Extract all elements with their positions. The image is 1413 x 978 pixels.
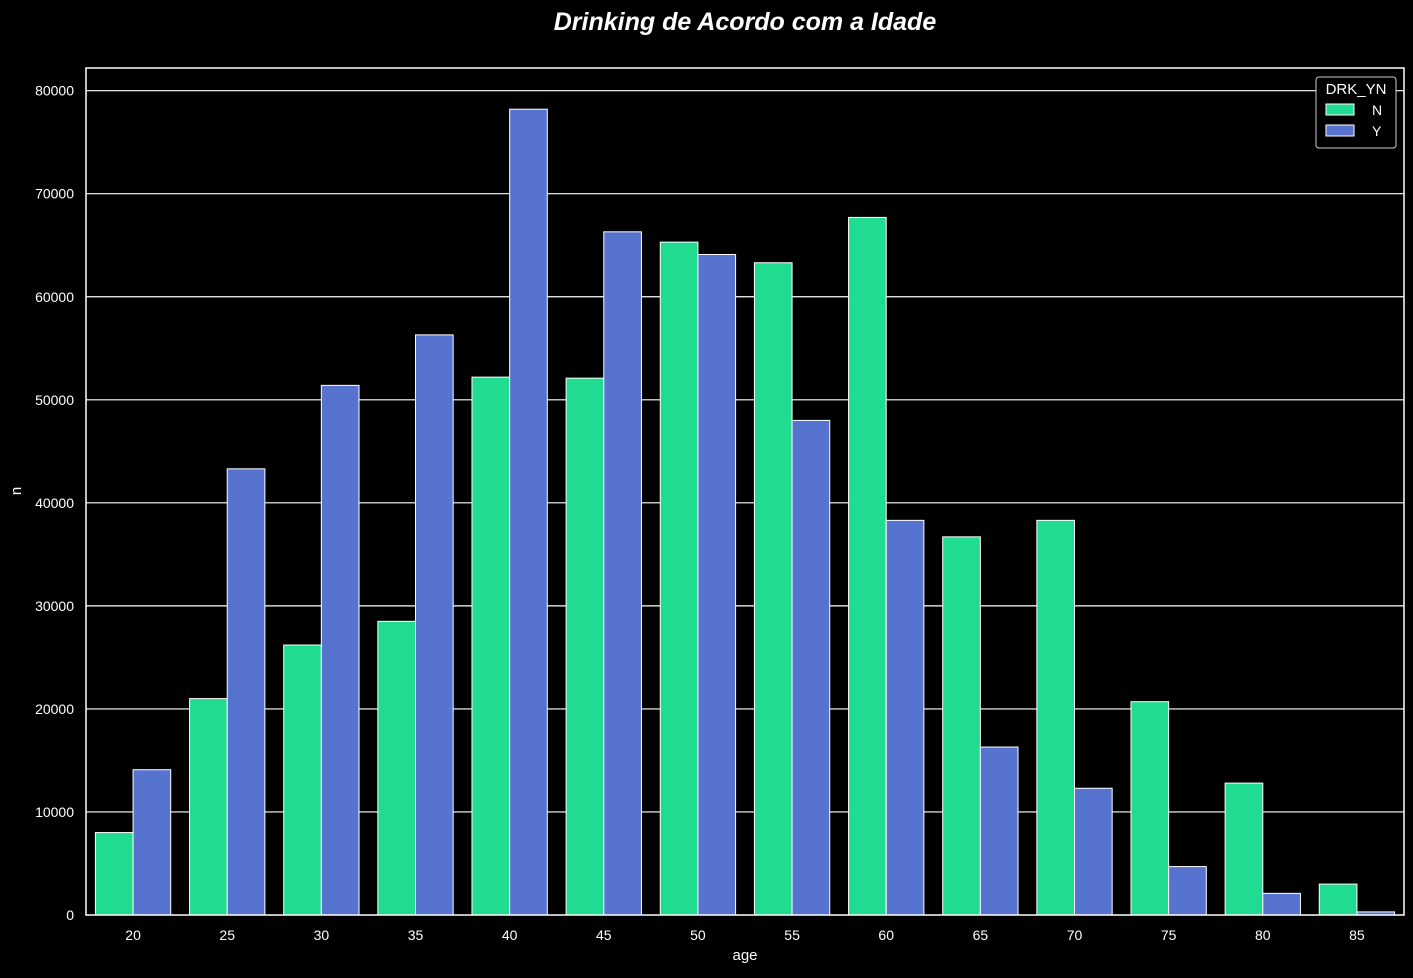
bar-y-70: [1074, 787, 1113, 916]
y-tick-label: 50000: [35, 392, 74, 408]
bar-y-25: [226, 468, 266, 916]
bar-y-20: [132, 769, 172, 916]
legend-title: DRK_YN: [1326, 81, 1387, 98]
y-tick-label: 70000: [35, 186, 74, 202]
plot-frame: [85, 67, 1405, 916]
bar-y-60: [885, 519, 925, 916]
bar-n-50: [659, 241, 699, 916]
bar-y-45: [603, 231, 642, 916]
bar-n-85: [1318, 883, 1358, 916]
bar-y-30: [320, 384, 360, 916]
legend: DRK_YN NY: [1315, 76, 1397, 149]
bar-y-55: [791, 419, 831, 916]
legend-swatch-n: [1325, 103, 1355, 116]
bar-n-75: [1130, 701, 1170, 916]
x-tick-label: 45: [596, 927, 612, 943]
bar-n-55: [753, 262, 793, 916]
bar-n-80: [1224, 782, 1264, 916]
x-tick-label: 50: [690, 927, 706, 943]
bar-y-35: [415, 334, 454, 916]
legend-label-y: Y: [1372, 123, 1382, 139]
bar-n-20: [94, 832, 134, 916]
x-tick-label: 75: [1161, 927, 1177, 943]
y-tick-label: 30000: [35, 598, 74, 614]
y-tick-label: 80000: [35, 83, 74, 99]
x-tick-label: 20: [125, 927, 141, 943]
x-tick-label: 25: [219, 927, 235, 943]
y-tick-label: 60000: [35, 289, 74, 305]
bar-y-40: [509, 108, 548, 916]
x-tick-label: 80: [1255, 927, 1271, 943]
bar-y-65: [979, 746, 1019, 916]
y-tick-label: 40000: [35, 495, 74, 511]
x-tick-label: 40: [502, 927, 518, 943]
bar-y-75: [1168, 866, 1207, 916]
bar-n-35: [377, 620, 417, 916]
x-tick-label: 35: [408, 927, 424, 943]
x-tick-label: 70: [1067, 927, 1083, 943]
legend-swatch-y: [1325, 124, 1355, 137]
x-tick-label: 30: [314, 927, 330, 943]
y-axis-label: n: [8, 487, 25, 495]
bar-n-65: [942, 536, 981, 916]
bar-y-50: [697, 254, 737, 916]
x-tick-label: 85: [1349, 927, 1365, 943]
x-tick-label: 60: [878, 927, 894, 943]
x-tick-label: 65: [973, 927, 989, 943]
bar-y-80: [1262, 892, 1301, 916]
legend-label-n: N: [1372, 102, 1382, 118]
x-axis-label: age: [732, 947, 757, 964]
bar-n-40: [471, 376, 511, 916]
axes: 0 10000 20000 30000 40000 50000 60000 70000 8000…: [35, 67, 1405, 943]
bar-n-30: [283, 644, 322, 916]
bar-n-45: [565, 377, 605, 916]
bar-n-60: [848, 216, 887, 916]
bar-n-25: [189, 698, 228, 916]
y-tick-label: 20000: [35, 701, 74, 717]
y-tick-label: 10000: [35, 804, 74, 820]
x-tick-label: 55: [784, 927, 800, 943]
bar-n-70: [1036, 519, 1076, 916]
chart-title: Drinking de Acordo com a Idade: [554, 8, 937, 36]
y-tick-label: 0: [66, 907, 74, 923]
bars: [94, 108, 1396, 916]
